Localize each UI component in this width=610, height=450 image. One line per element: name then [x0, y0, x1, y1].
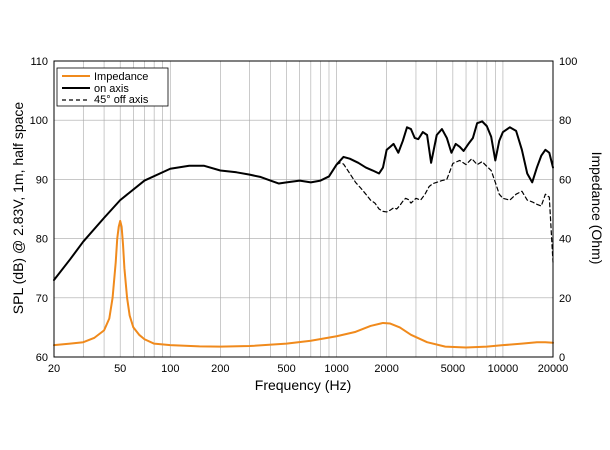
x-tick-label: 20 [48, 363, 60, 375]
legend-label-impedance: Impedance [94, 71, 148, 83]
y-left-tick-label: 60 [36, 352, 48, 364]
y-left-tick-label: 80 [36, 234, 48, 246]
x-tick-label: 100 [161, 363, 179, 375]
grid [54, 61, 553, 357]
legend: Impedance on axis 45° off axis [56, 67, 169, 107]
series-line-45-off-axis [328, 158, 554, 263]
y-right-tick-label: 80 [559, 115, 571, 127]
x-tick-label: 20000 [538, 363, 569, 375]
y-right-tick-label: 0 [559, 352, 565, 364]
y-left-tick-label: 70 [36, 293, 48, 305]
x-tick-label: 50 [114, 363, 126, 375]
y-right-tick-label: 60 [559, 174, 571, 186]
series-line-impedance [53, 219, 554, 349]
series-layer [53, 120, 554, 349]
x-tick-label: 10000 [488, 363, 519, 375]
y-axis-label-left: SPL (dB) @ 2.83V, 1m, half space [10, 102, 26, 315]
x-tick-label: 1000 [324, 363, 348, 375]
x-tick-label: 200 [211, 363, 229, 375]
y-right-tick-label: 100 [559, 56, 577, 68]
plot-frame [53, 60, 554, 358]
y-right-tick-label: 20 [559, 293, 571, 305]
tick-labels: 20 50 100 200 500 1000 2000 5000 10000 2000060708… [30, 56, 578, 375]
y-right-tick-label: 40 [559, 234, 571, 246]
y-axis-label-right: Impedance (Ohm) [589, 152, 605, 265]
x-axis-label: Frequency (Hz) [255, 377, 351, 393]
y-left-tick-label: 90 [36, 174, 48, 186]
x-tick-label: 5000 [441, 363, 465, 375]
x-tick-label: 500 [277, 363, 295, 375]
legend-label-off-axis: 45° off axis [94, 94, 149, 106]
x-tick-label: 2000 [374, 363, 398, 375]
legend-label-on-axis: on axis [94, 83, 129, 95]
y-left-tick-label: 110 [30, 56, 48, 68]
y-left-tick-label: 100 [30, 115, 48, 127]
series-line-on-axis [53, 120, 554, 282]
